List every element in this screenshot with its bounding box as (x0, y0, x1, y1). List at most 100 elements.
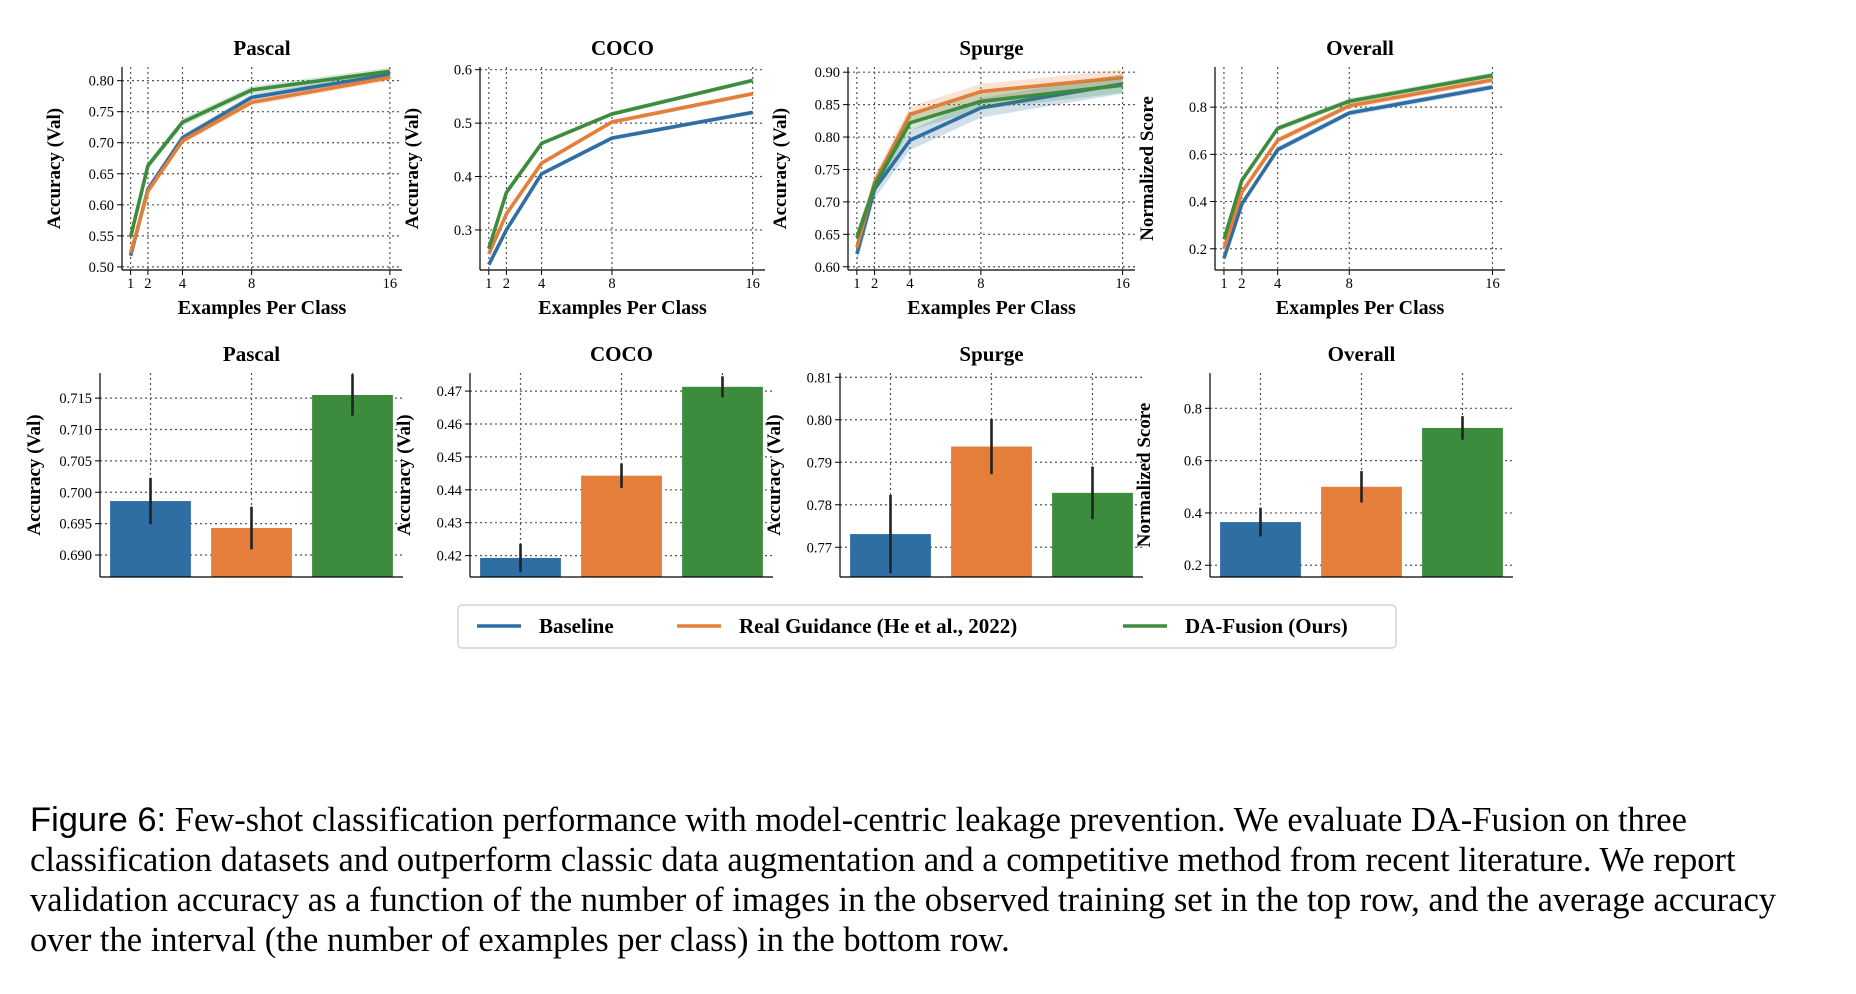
series-line-real_guidance (1222, 78, 1493, 250)
y-axis-label: Accuracy (Val) (44, 108, 65, 229)
subplot-title: Pascal (223, 342, 280, 366)
y-tick-label: 0.43 (437, 516, 462, 532)
subplot-bar-overall: Overall 0.2 0.4 0.6 0.8 Normalized Score (1134, 342, 1513, 578)
y-tick-label: 0.690 (59, 548, 92, 564)
y-tick-label: 0.700 (59, 485, 92, 501)
y-tick-label: 0.4 (1184, 506, 1203, 522)
x-tick-label: 16 (745, 276, 760, 292)
x-tick-label: 2 (1238, 276, 1245, 292)
series-band-real_guidance (856, 69, 1123, 256)
y-tick-label: 0.695 (59, 517, 92, 533)
legend-label: Baseline (539, 614, 614, 638)
subplot-title: Overall (1326, 36, 1394, 60)
subplot-bar-pascal: Pascal 0.690 0.695 0.700 0.705 0.710 0.715 Accu… (24, 342, 403, 578)
bar-da_fusion (312, 394, 393, 577)
x-tick-label: 2 (871, 276, 878, 292)
y-tick-label: 0.70 (89, 136, 114, 152)
figure-svg: Pascal 0.50 0.55 0.60 0.65 0.70 0.75 0.80 Accura… (24, 36, 1513, 649)
series-line-baseline (1222, 85, 1493, 259)
y-tick-label: 0.715 (59, 391, 92, 407)
series-band-baseline (488, 110, 753, 267)
y-axis-label: Accuracy (Val) (24, 414, 45, 535)
x-tick-label: 1 (1220, 276, 1227, 292)
x-axis-label: Examples Per Class (907, 297, 1076, 319)
legend-item-da_fusion: DA-Fusion (Ours) (1123, 614, 1348, 638)
subplot-title: Overall (1328, 342, 1396, 366)
y-tick-label: 0.80 (89, 74, 114, 90)
x-axis-label: Examples Per Class (178, 297, 347, 319)
y-tick-label: 0.6 (1189, 147, 1207, 163)
x-tick-label: 8 (1346, 276, 1353, 292)
x-tick-label: 4 (179, 276, 187, 292)
y-axis-label: Normalized Score (1134, 403, 1155, 548)
legend-label: Real Guidance (He et al., 2022) (739, 614, 1017, 638)
y-tick-label: 0.60 (89, 198, 114, 214)
series-line-real_guidance (128, 75, 391, 254)
y-tick-label: 0.85 (815, 98, 840, 114)
series-line-da_fusion (855, 83, 1123, 239)
y-tick-label: 0.65 (89, 167, 114, 183)
y-tick-label: 0.80 (807, 413, 832, 429)
bar-da_fusion (1422, 427, 1503, 577)
subplot-line-pascal: Pascal 0.50 0.55 0.60 0.65 0.70 0.75 0.80 Accura… (44, 36, 402, 319)
x-tick-label: 1 (853, 276, 860, 292)
y-tick-label: 0.2 (1184, 558, 1202, 574)
legend-box (457, 604, 1397, 649)
series-band-baseline (856, 74, 1123, 264)
y-axis-label: Normalized Score (1137, 96, 1158, 241)
bar-real_guidance (581, 475, 662, 577)
x-tick-label: 8 (248, 276, 255, 292)
y-tick-label: 0.47 (437, 384, 462, 400)
y-tick-label: 0.81 (807, 370, 832, 386)
y-tick-label: 0.65 (815, 227, 840, 243)
y-tick-label: 0.44 (437, 483, 463, 499)
y-tick-label: 0.60 (815, 260, 840, 276)
y-axis-label: Accuracy (Val) (394, 414, 415, 535)
y-tick-label: 0.46 (437, 417, 462, 433)
y-tick-label: 0.45 (437, 450, 462, 466)
subplot-title: COCO (590, 342, 653, 366)
subplot-line-overall: Overall 0.2 0.4 0.6 0.8 Normalized Score 1 2 4 8 1… (1137, 36, 1505, 319)
series-line-real_guidance (487, 91, 754, 255)
x-tick-label: 16 (383, 276, 398, 292)
y-tick-label: 0.79 (807, 455, 832, 471)
subplot-title: Spurge (959, 36, 1023, 60)
x-axis-label: Examples Per Class (1276, 297, 1445, 319)
subplot-bar-spurge: Spurge 0.77 0.78 0.79 0.80 0.81 Accuracy (Val) (764, 342, 1143, 578)
y-tick-label: 0.8 (1189, 100, 1207, 116)
y-tick-label: 0.705 (59, 454, 92, 470)
y-tick-label: 0.4 (454, 170, 473, 186)
y-tick-label: 0.3 (454, 223, 472, 239)
x-tick-label: 8 (608, 276, 615, 292)
y-tick-label: 0.77 (807, 540, 832, 556)
subplot-title: Spurge (959, 342, 1023, 366)
subplot-bar-coco: COCO 0.42 0.43 0.44 0.45 0.46 0.47 Accuracy (Va… (394, 342, 773, 578)
y-tick-label: 0.80 (815, 130, 840, 146)
subplot-title: COCO (591, 36, 654, 60)
series-line-da_fusion (128, 69, 391, 238)
caption-text: Few-shot classification performance with… (30, 801, 1777, 959)
y-tick-label: 0.70 (815, 195, 840, 211)
x-tick-label: 4 (1274, 276, 1282, 292)
y-tick-label: 0.710 (59, 422, 92, 438)
x-tick-label: 4 (538, 276, 546, 292)
y-tick-label: 0.75 (89, 105, 114, 121)
figure-label: Figure 6: (30, 801, 167, 839)
series-line-da_fusion (1222, 73, 1493, 240)
y-axis-label: Accuracy (Val) (764, 414, 785, 535)
y-tick-label: 0.50 (89, 260, 114, 276)
y-tick-label: 0.90 (815, 65, 840, 81)
subplot-title: Pascal (233, 36, 290, 60)
x-tick-label: 1 (485, 276, 492, 292)
x-tick-label: 4 (906, 276, 914, 292)
y-tick-label: 0.6 (454, 63, 472, 79)
x-tick-label: 16 (1485, 276, 1500, 292)
subplot-line-coco: COCO 0.3 0.4 0.5 0.6 Accuracy (Val) 1 2 4 8 16 Exam… (402, 36, 765, 319)
y-tick-label: 0.5 (454, 116, 472, 132)
y-tick-label: 0.55 (89, 229, 114, 245)
legend-item-real_guidance: Real Guidance (He et al., 2022) (677, 614, 1017, 638)
x-axis-label: Examples Per Class (538, 297, 707, 319)
series-line-baseline (487, 110, 754, 266)
x-tick-label: 8 (977, 276, 984, 292)
series-band-real_guidance (488, 91, 753, 257)
